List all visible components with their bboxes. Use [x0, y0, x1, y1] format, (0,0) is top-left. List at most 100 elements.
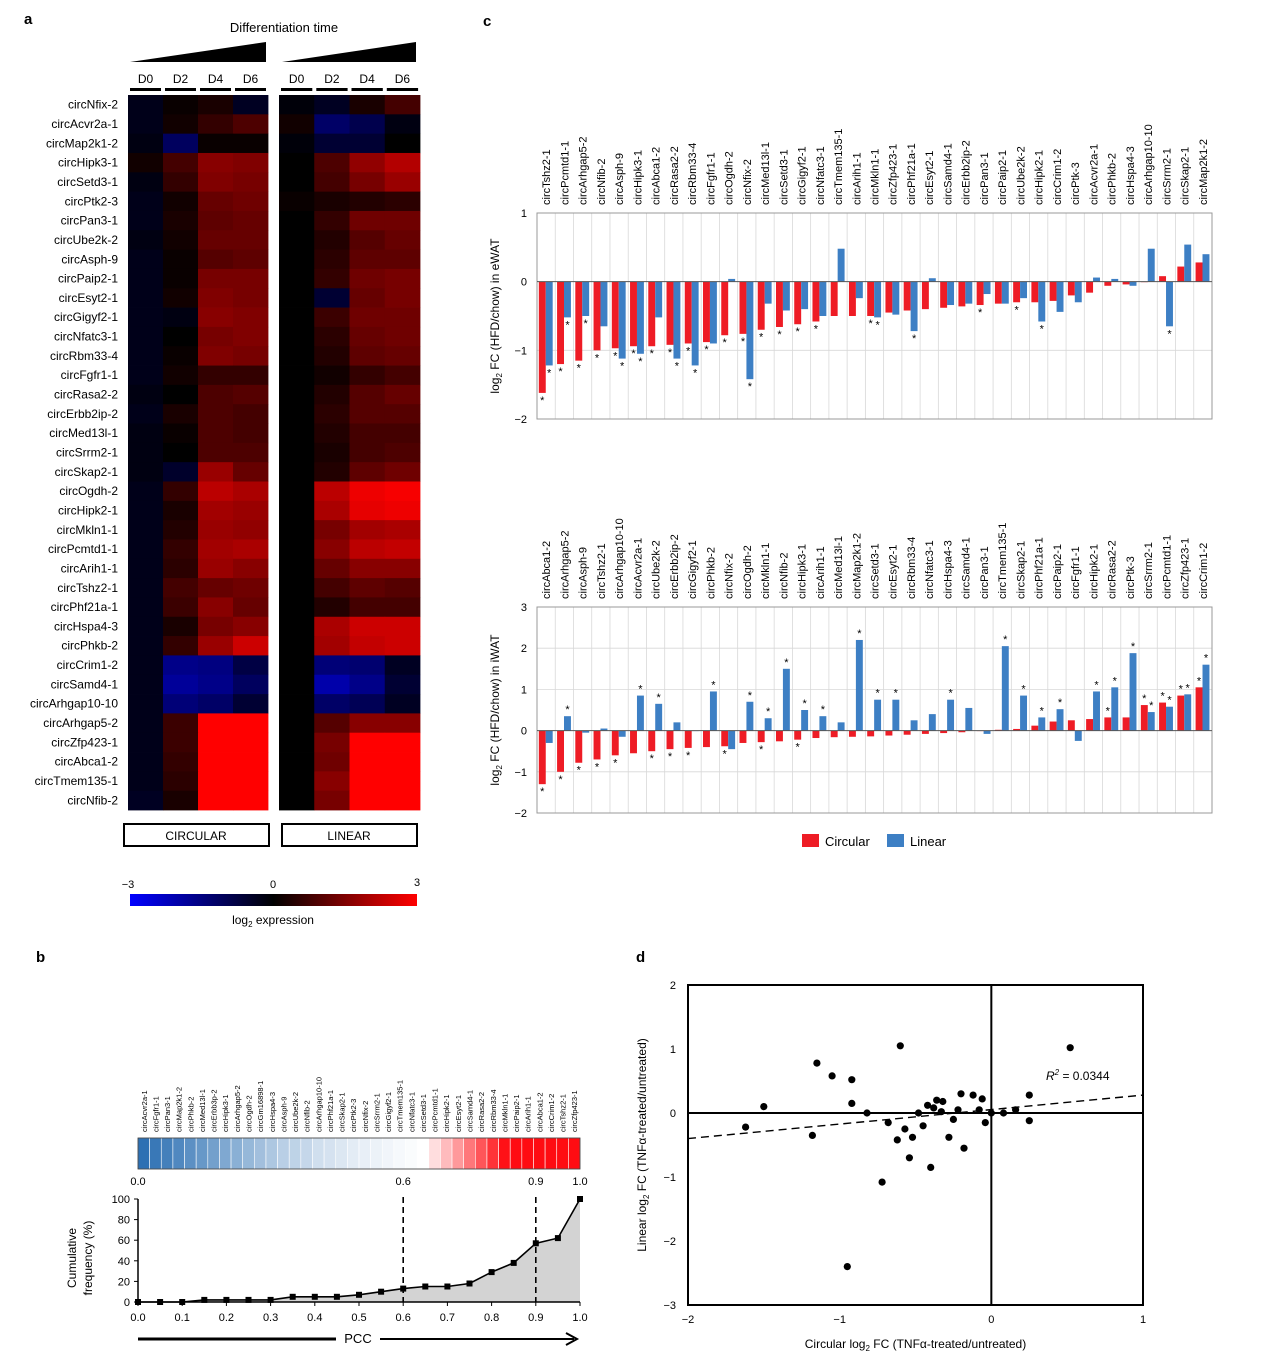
bar-ylabel: log2 FC (HFD/chow) in eWAT: [488, 238, 504, 394]
scatter-xlabel: Circular log2 FC (TNFα-treated/untreated…: [805, 1337, 1026, 1353]
bar-category-label: circTshz2-1: [596, 543, 608, 599]
scatter-y-tick-label: 1: [670, 1044, 676, 1056]
pcc-colorbar-cell: [172, 1137, 185, 1170]
cumulative-point: [532, 1240, 539, 1247]
scatter-point: [1025, 1091, 1033, 1099]
bar-category-label: circAsph-9: [578, 547, 590, 599]
heatmap-cell: [384, 790, 421, 811]
bar-linear: [910, 281, 918, 332]
bar-category-label: circSkap2-1: [1180, 147, 1192, 205]
row-label: circPan3-1: [61, 214, 119, 228]
heatmap-cell: [314, 230, 350, 250]
cumulative-x-tick-label: 0.4: [307, 1312, 322, 1324]
heatmap-cell: [163, 558, 199, 579]
heatmap-cell: [128, 462, 164, 482]
heatmap-cell: [384, 694, 421, 714]
bar-linear: [746, 701, 754, 731]
scatter-point: [1012, 1106, 1020, 1114]
bar-category-label: circTshz2-1: [541, 149, 553, 205]
significance-star: *: [1131, 641, 1136, 653]
bar-category-label: circMed13l-1: [760, 142, 772, 205]
cumulative-x-tick-label: 0.5: [351, 1312, 366, 1324]
heatmap-linear: [279, 95, 421, 811]
heatmap-cell: [384, 539, 421, 560]
bar-y-tick-label: −1: [514, 345, 527, 357]
bar-circular: [830, 730, 838, 738]
bar-linear: [582, 730, 590, 733]
pcc-colorbar-label: circZfp423-1: [570, 1090, 579, 1132]
bar-linear: [1001, 281, 1009, 304]
significance-star: *: [766, 706, 771, 718]
scatter-point: [969, 1091, 977, 1099]
heatmap-cell: [384, 597, 421, 618]
heatmap-cell: [128, 133, 164, 154]
bar-category-label: circAcvr2a-1: [1088, 144, 1100, 205]
heatmap-cell: [279, 539, 315, 560]
cumulative-y-tick-label: 40: [118, 1256, 130, 1268]
heatmap-cell: [198, 404, 234, 424]
bar-category-label: circSetd3-1: [778, 149, 790, 205]
significance-star: *: [1167, 328, 1172, 340]
bar-category-label: circTmem135-1: [997, 523, 1009, 599]
heatmap-cell: [384, 481, 421, 502]
bar-linear: [874, 281, 882, 318]
heatmap-cell: [233, 636, 269, 656]
heatmap-cell: [314, 732, 350, 753]
significance-star: *: [1160, 691, 1165, 703]
heatmap-cell: [279, 210, 315, 231]
bar-circular: [648, 730, 656, 752]
heatmap-cell: [198, 346, 234, 366]
bar-linear: [1038, 281, 1046, 322]
heatmap-cell: [233, 210, 269, 231]
bar-linear: [764, 281, 772, 304]
heatmap-cell: [314, 365, 350, 386]
significance-star: *: [802, 698, 807, 710]
row-label: circFgfr1-1: [61, 368, 119, 382]
bar-category-label: circPhkb-2: [1107, 153, 1119, 205]
row-label: circPaip2-1: [58, 272, 118, 286]
significance-star: *: [613, 757, 618, 769]
bar-circular: [757, 730, 765, 743]
bar-circular: [538, 281, 546, 393]
bar-category-label: circHipk2-1: [1088, 544, 1100, 599]
heatmap-cell: [233, 790, 269, 811]
heatmap-cell: [314, 133, 350, 154]
cumulative-y-tick-label: 60: [118, 1235, 130, 1247]
bar-linear: [947, 281, 955, 306]
bar-category-label: circHipk3-1: [797, 544, 809, 599]
bar-circular: [994, 281, 1002, 304]
pcc-colorbar-label: circTmem135-1: [396, 1080, 405, 1132]
heatmap-cell: [163, 500, 199, 521]
significance-star: *: [650, 753, 655, 765]
heatmap-title: Differentiation time: [230, 20, 338, 35]
row-label: circArih1-1: [61, 561, 119, 575]
heatmap-cell: [384, 152, 421, 173]
cumulative-x-tick-label: 0.3: [263, 1312, 278, 1324]
bar-circular: [1067, 720, 1075, 731]
heatmap-cell: [128, 307, 164, 328]
bar-linear: [673, 722, 681, 731]
heatmap-cell: [384, 365, 421, 386]
heatmap-cell: [128, 114, 164, 135]
pcc-colorbar-cell: [544, 1137, 558, 1170]
scatter-point: [914, 1109, 923, 1117]
heatmap-cell: [349, 133, 386, 154]
bar-y-tick-label: −2: [514, 414, 527, 426]
bar-category-label: circEsyt2-1: [924, 151, 936, 205]
bar-linear: [1166, 281, 1173, 327]
heatmap-cell: [349, 462, 386, 482]
heatmap-cell: [163, 384, 199, 405]
bar-linear: [564, 281, 571, 318]
heatmap-cell: [163, 423, 199, 444]
scatter-point: [896, 1042, 904, 1050]
significance-star: *: [759, 744, 764, 756]
pcc-colorbar-label: circArhgap5-2: [233, 1085, 242, 1132]
bar-y-tick-label: 1: [521, 208, 527, 220]
heatmap-cell: [163, 578, 199, 598]
bar-circular: [1031, 281, 1039, 303]
bar-circular: [739, 281, 747, 334]
pcc-colorbar-label: circPhf21a-1: [326, 1090, 335, 1132]
bar-linear: [746, 281, 754, 380]
bar-linear: [618, 281, 626, 359]
